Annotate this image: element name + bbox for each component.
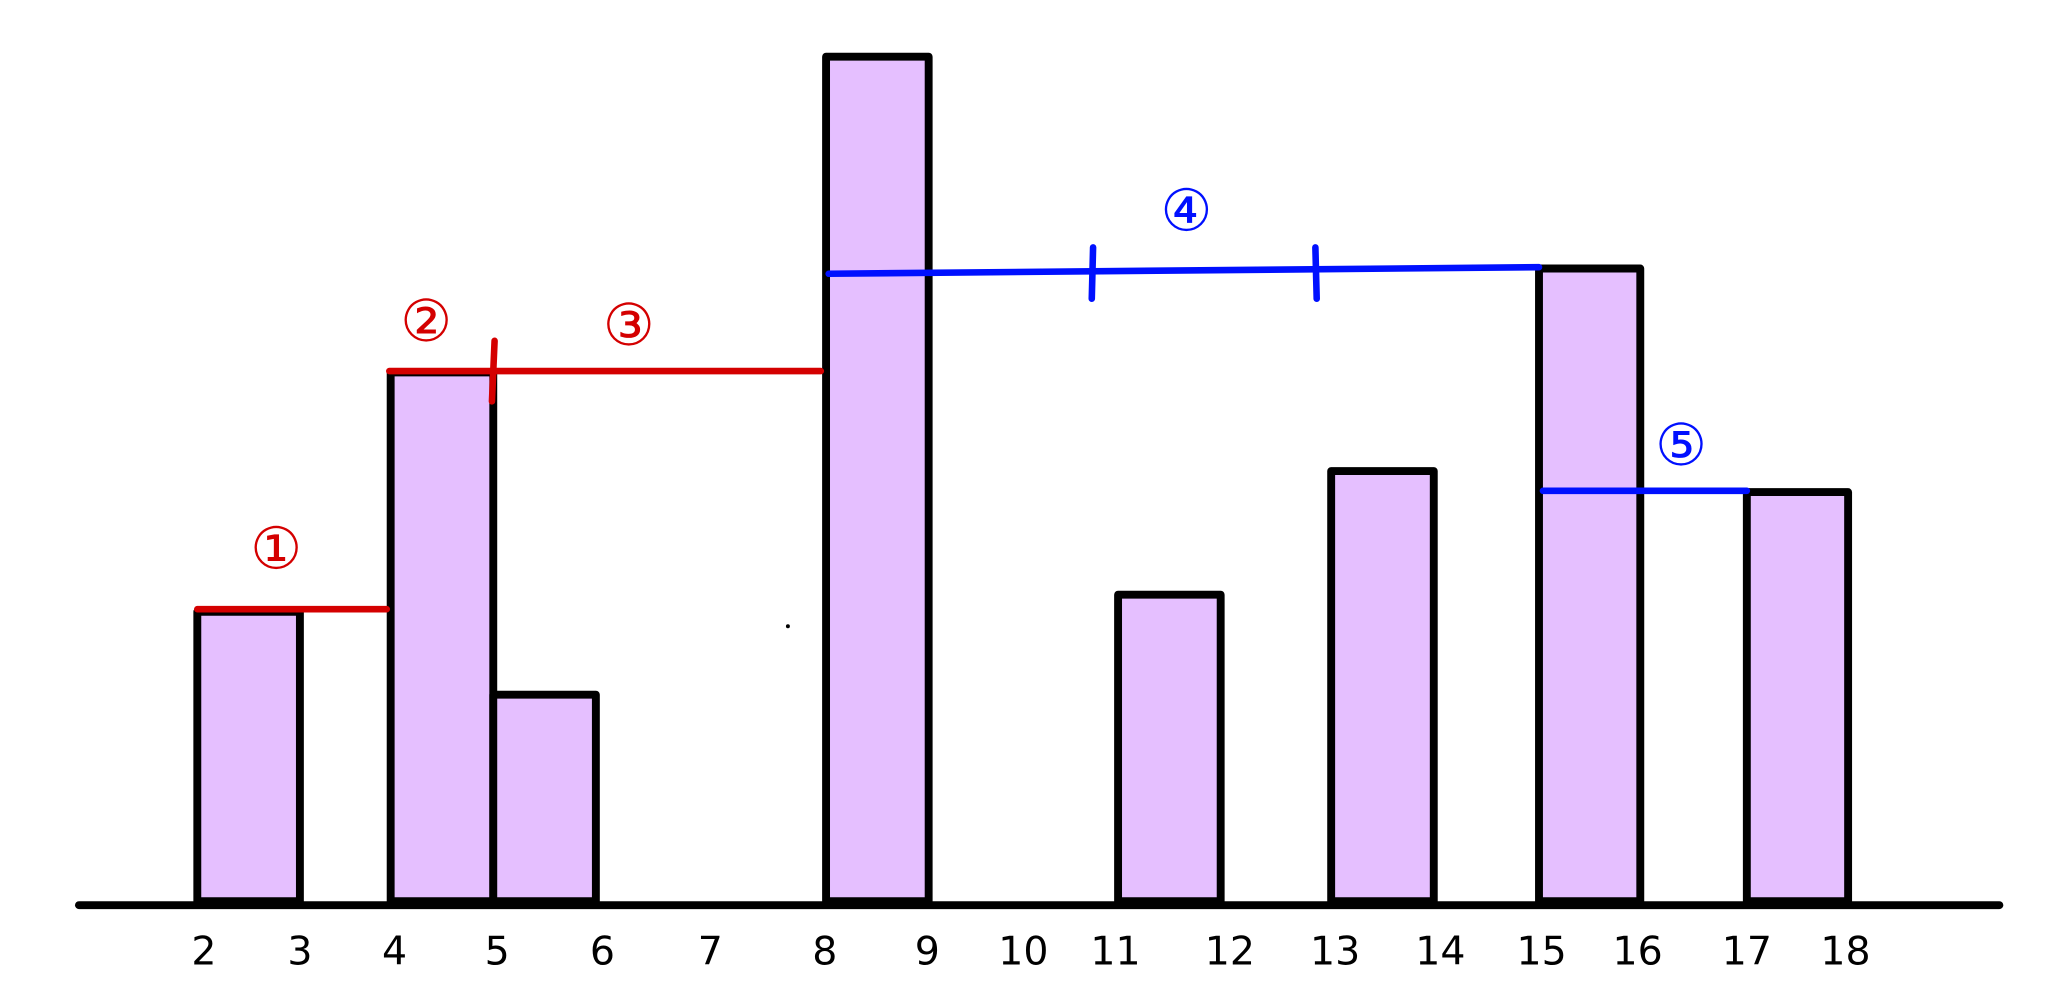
axis-label: 9 — [915, 928, 940, 974]
annotation: ④ — [1161, 177, 1213, 245]
bar — [386, 368, 498, 906]
bar — [193, 607, 304, 906]
axis-label: 15 — [1517, 928, 1567, 974]
axis-label: 14 — [1415, 928, 1465, 974]
annotation: ⑤ — [1655, 411, 1707, 479]
axis-label: 13 — [1310, 928, 1360, 974]
dot — [785, 624, 790, 629]
bar — [1742, 488, 1853, 906]
axis-label: 3 — [287, 928, 312, 974]
bar — [489, 690, 600, 906]
axis-label: 18 — [1820, 928, 1870, 974]
span-line — [825, 263, 1543, 278]
span-tick — [1312, 244, 1320, 303]
axis-label: 2 — [191, 928, 216, 974]
bar — [1327, 467, 1438, 906]
axis-label: 4 — [382, 928, 407, 974]
blue-lines — [825, 244, 1751, 495]
axis-label: 7 — [698, 928, 723, 974]
bar — [1114, 590, 1225, 906]
axis-label: 11 — [1090, 928, 1140, 974]
axis-label: 5 — [485, 928, 510, 974]
axis-label: 6 — [590, 928, 615, 974]
axis-label: 16 — [1613, 928, 1663, 974]
axis-label: 17 — [1722, 928, 1772, 974]
span-tick — [1088, 244, 1097, 303]
axis-label: 12 — [1205, 928, 1255, 974]
bar — [1535, 264, 1645, 906]
bar — [822, 52, 933, 906]
annotation: ① — [250, 515, 302, 583]
annotation: ③ — [603, 291, 655, 359]
annotation: ② — [400, 287, 452, 355]
axis-label: 10 — [998, 928, 1048, 974]
red-lines — [194, 337, 825, 613]
axis-label: 8 — [812, 928, 837, 974]
span-tick — [488, 337, 498, 405]
axis-labels: 2 3 4 5 6 7 8 9 10 11 12 13 14 15 16 17 … — [191, 928, 1870, 974]
